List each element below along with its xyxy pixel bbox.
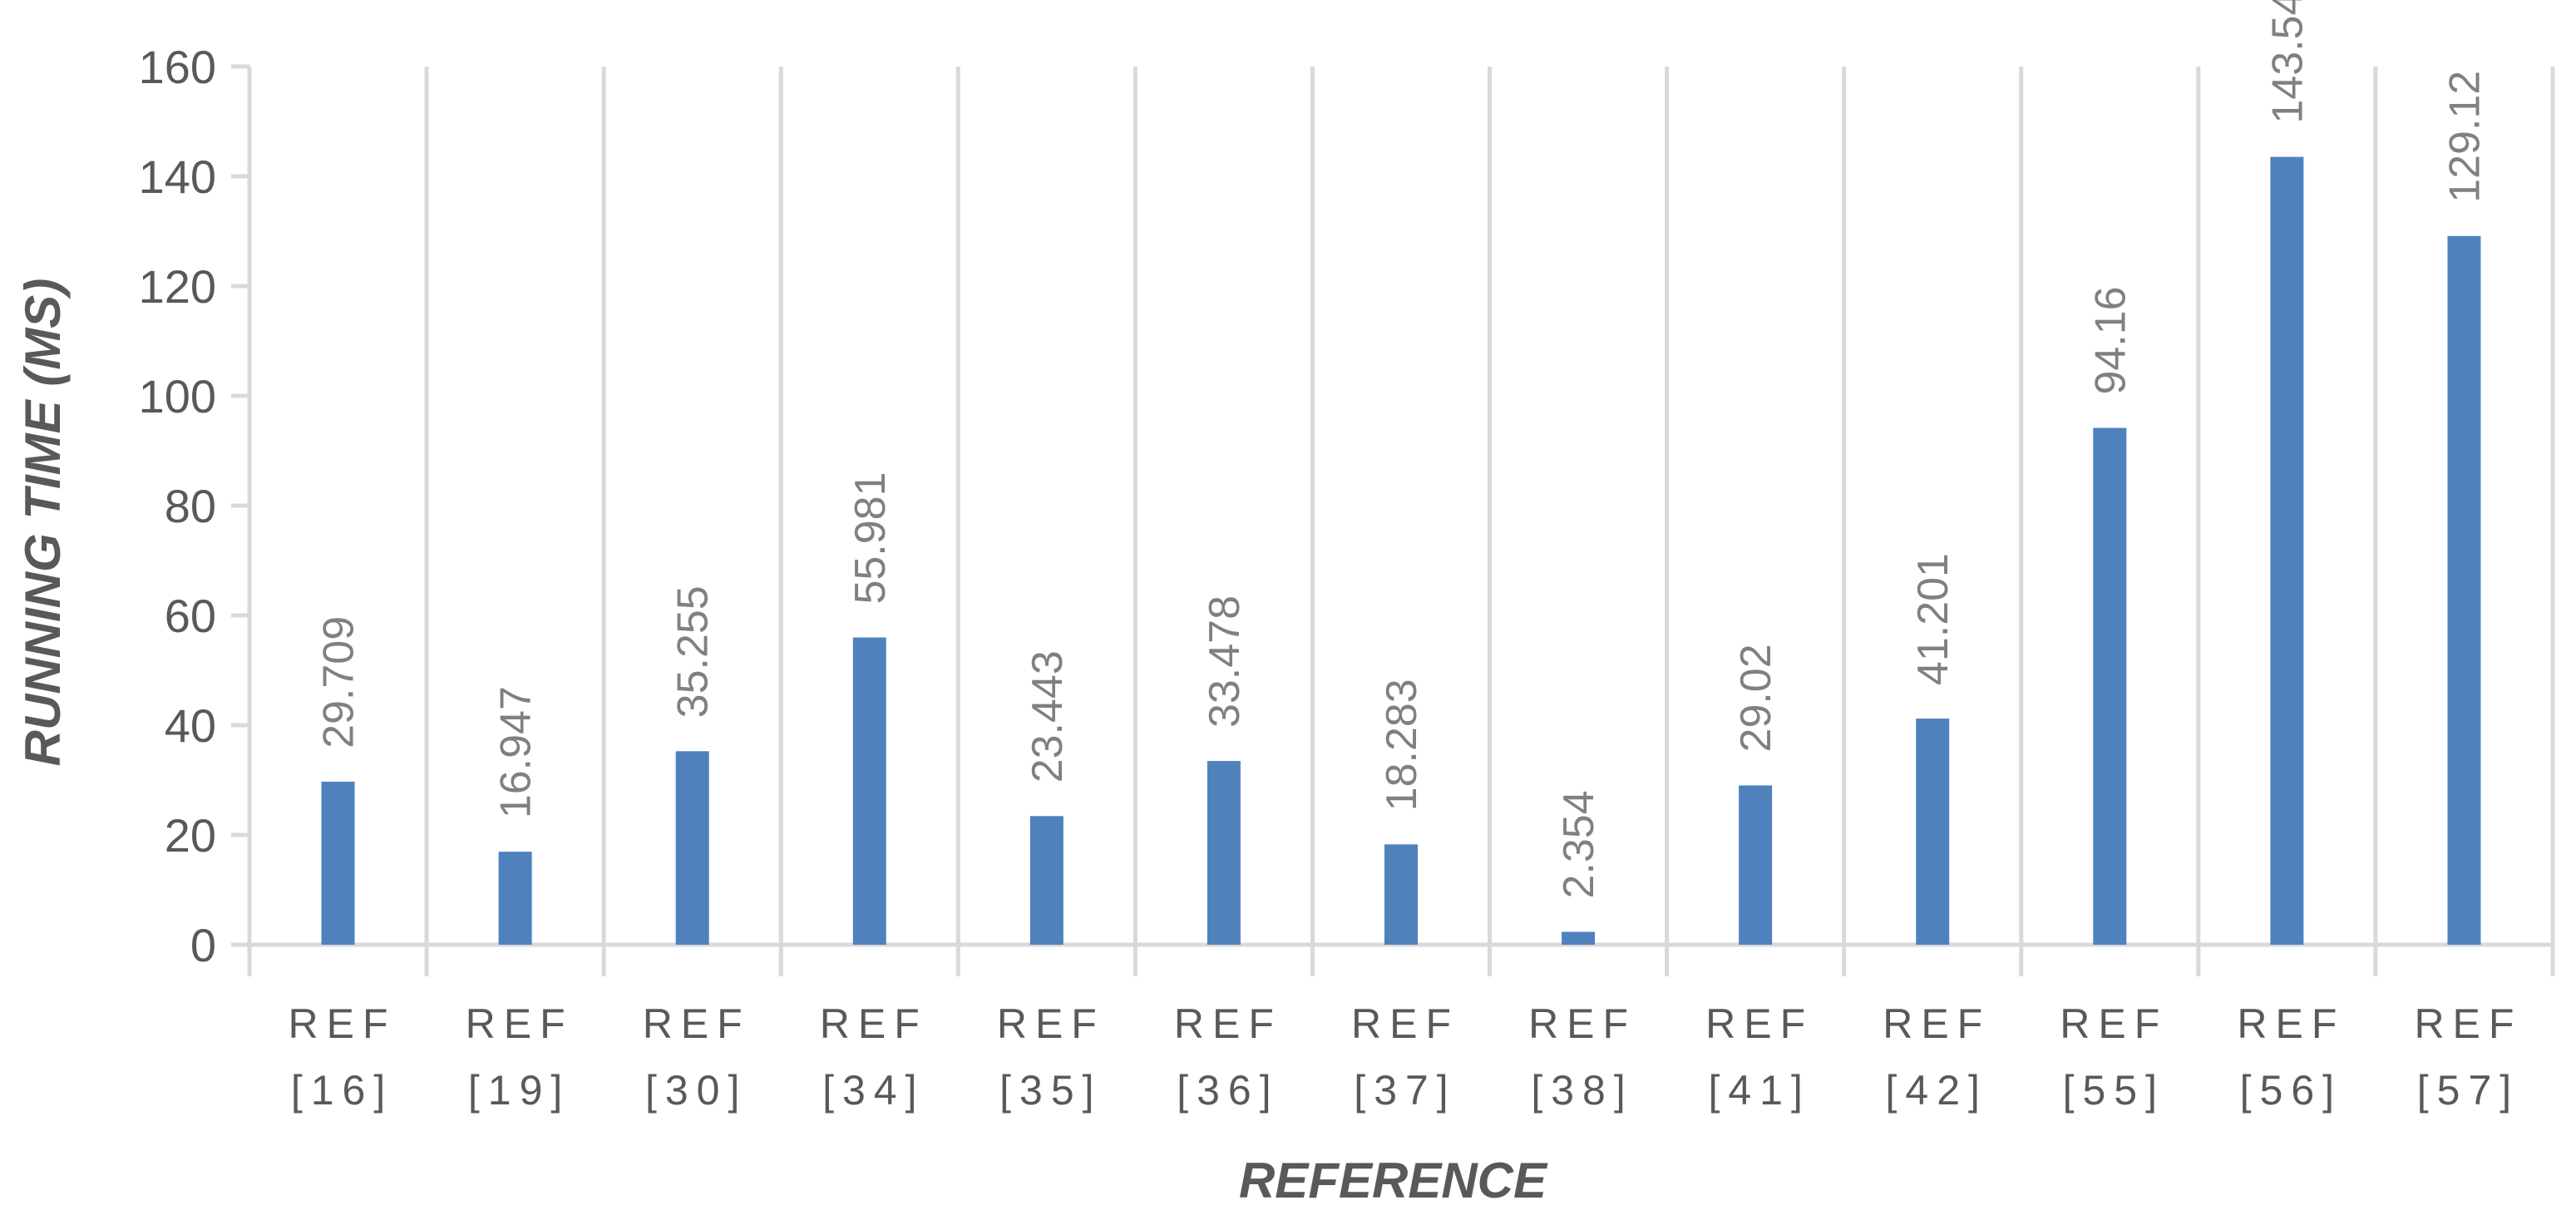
- x-tick-label: [42]: [1886, 1067, 1988, 1114]
- data-label: 18.283: [1378, 679, 1426, 811]
- bar: [498, 852, 532, 945]
- data-label: 2.354: [1555, 790, 1603, 898]
- bar: [2093, 427, 2127, 945]
- data-label: 16.947: [492, 686, 540, 818]
- y-axis-title: RUNNING TIME (MS): [15, 279, 71, 767]
- data-label: 41.201: [1909, 553, 1957, 685]
- x-tick-label: [38]: [1531, 1067, 1633, 1114]
- x-tick-label: REF: [820, 1000, 928, 1047]
- bar: [1207, 761, 1241, 945]
- y-tick-label: 80: [165, 480, 216, 532]
- x-tick-label: REF: [997, 1000, 1105, 1047]
- x-tick-label: [37]: [1354, 1067, 1456, 1114]
- y-tick-label: 0: [190, 919, 216, 971]
- x-axis-title: REFERENCE: [1239, 1153, 1548, 1208]
- bar: [1384, 844, 1418, 945]
- bar: [1562, 931, 1596, 945]
- y-tick-label: 60: [165, 590, 216, 642]
- x-tick-label: REF: [1883, 1000, 1991, 1047]
- x-tick-label: REF: [2237, 1000, 2345, 1047]
- data-label: 143.54: [2263, 0, 2312, 124]
- x-tick-label: [41]: [1708, 1067, 1810, 1114]
- x-tick-label: [30]: [645, 1067, 748, 1114]
- x-tick-label: [57]: [2417, 1067, 2519, 1114]
- x-tick-label: REF: [2060, 1000, 2168, 1047]
- x-tick-label: REF: [1705, 1000, 1814, 1047]
- x-tick-label: REF: [643, 1000, 751, 1047]
- x-tick-label: [56]: [2240, 1067, 2342, 1114]
- data-label: 129.12: [2440, 71, 2489, 203]
- data-label: 29.709: [315, 616, 363, 748]
- x-tick-label: [35]: [999, 1067, 1102, 1114]
- y-tick-label: 100: [139, 370, 216, 422]
- bar: [2270, 156, 2304, 946]
- bar: [321, 781, 355, 945]
- y-tick-label: 140: [139, 151, 216, 203]
- y-tick-label: 20: [165, 809, 216, 862]
- data-label: 94.16: [2086, 286, 2134, 394]
- x-tick-label: [19]: [468, 1067, 570, 1114]
- bar: [2447, 235, 2481, 946]
- data-label: 35.255: [669, 585, 718, 718]
- data-label: 33.478: [1201, 595, 1249, 728]
- data-label: 23.443: [1024, 650, 1072, 783]
- label-layer: 0 20 40 60 80 100 120 140 160 29.709 REF [16] 16.947…: [139, 0, 2522, 1114]
- x-tick-label: REF: [1174, 1000, 1282, 1047]
- x-tick-label: [16]: [291, 1067, 393, 1114]
- bar: [1916, 719, 1950, 945]
- bar: [1739, 785, 1773, 945]
- x-tick-label: REF: [1351, 1000, 1459, 1047]
- y-tick-label: 120: [139, 260, 216, 313]
- y-tick-label: 40: [165, 699, 216, 752]
- x-tick-label: [34]: [822, 1067, 925, 1114]
- bar: [1029, 816, 1063, 945]
- x-tick-label: REF: [289, 1000, 397, 1047]
- bar: [675, 751, 709, 945]
- data-label: 29.02: [1732, 644, 1780, 752]
- bar-layer: [321, 156, 2481, 946]
- x-tick-label: [36]: [1177, 1067, 1279, 1114]
- x-tick-label: REF: [1528, 1000, 1636, 1047]
- grid-layer: [231, 64, 2555, 976]
- y-tick-label: 160: [139, 41, 216, 93]
- x-tick-label: [55]: [2063, 1067, 2165, 1114]
- bar: [852, 637, 886, 945]
- data-label: 55.981: [846, 472, 895, 604]
- x-tick-label: REF: [2414, 1000, 2522, 1047]
- x-tick-label: REF: [466, 1000, 574, 1047]
